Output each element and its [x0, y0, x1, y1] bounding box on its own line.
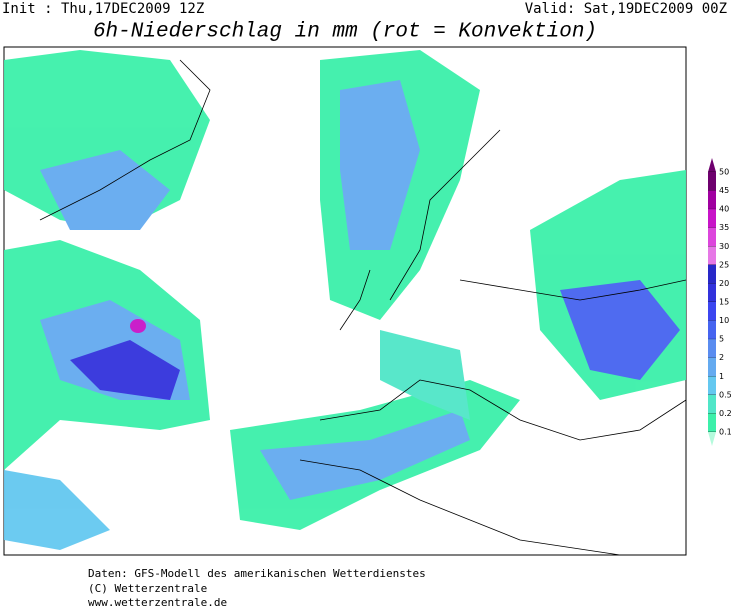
colorbar-label: 45: [719, 186, 729, 195]
colorbar-label: 30: [719, 242, 729, 251]
colorbar-segment: [708, 302, 716, 321]
colorbar-segment: [708, 376, 716, 395]
colorbar-label: 25: [719, 260, 729, 269]
footer-line: www.wetterzentrale.de: [88, 596, 227, 607]
colorbar-segment: [708, 190, 716, 210]
colorbar-label: 1: [719, 372, 724, 381]
colorbar-label: 35: [719, 223, 729, 232]
colorbar-segment: [708, 413, 716, 432]
colorbar-segment: [708, 432, 716, 446]
colorbar-segment: [708, 339, 716, 358]
colorbar-label: 2: [719, 353, 724, 362]
colorbar-label: 0.2: [719, 409, 732, 418]
colorbar-label: 15: [719, 298, 729, 307]
init-time: Init : Thu,17DEC2009 12Z: [2, 1, 204, 17]
colorbar-segment: [708, 264, 716, 284]
valid-time: Valid: Sat,19DEC2009 00Z: [525, 1, 727, 17]
footer-line: Daten: GFS-Modell des amerikanischen Wet…: [88, 567, 426, 580]
colorbar-segment: [708, 172, 716, 191]
colorbar-segment: [708, 283, 716, 302]
colorbar-segment: [708, 246, 716, 265]
colorbar-label: 5: [719, 335, 724, 344]
colorbar-segment: [708, 320, 716, 340]
colorbar-label: 50: [719, 168, 729, 177]
colorbar-label: 20: [719, 279, 729, 288]
colorbar-segment: [708, 209, 716, 228]
colorbar: 50 45 40 35 30 25 20 15 10 5 2 1 0.5 0.2 0.1: [708, 158, 732, 446]
colorbar-label: 40: [719, 205, 729, 214]
colorbar-label: 10: [719, 316, 729, 325]
colorbar-segment: [708, 158, 716, 172]
colorbar-label: 0.5: [719, 390, 732, 399]
colorbar-segment: [708, 357, 716, 377]
map-title: 6h-Niederschlag in mm (rot = Konvektion): [93, 21, 597, 44]
colorbar-segment: [708, 227, 716, 247]
colorbar-label: 0.1: [719, 428, 732, 437]
footer-line: (C) Wetterzentrale: [88, 582, 207, 595]
map: [3, 46, 687, 556]
colorbar-segment: [708, 394, 716, 414]
